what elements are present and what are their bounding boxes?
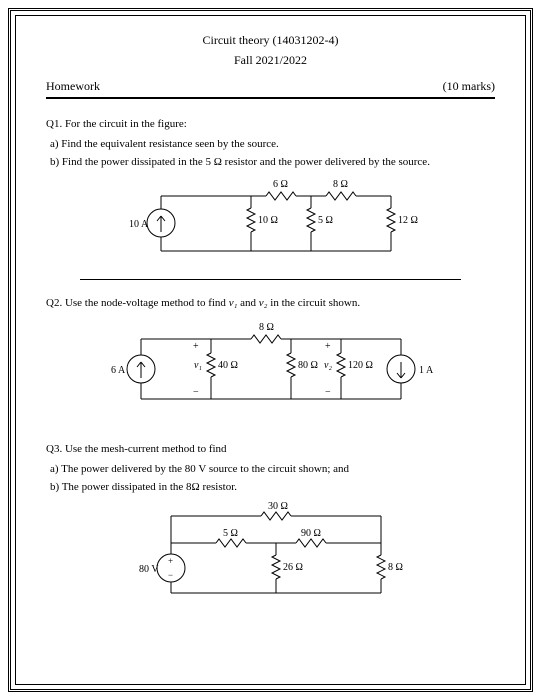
q3-circuit: + − 80 V 30 Ω 5 Ω 90 Ω 26 Ω 8 Ω [46, 501, 495, 611]
q3-r90: 90 Ω [301, 528, 321, 539]
q2-minus1: − [193, 387, 199, 398]
q1-circuit: 10 A 6 Ω 8 Ω 10 Ω 5 Ω 12 Ω [46, 176, 495, 271]
q2-r40: 40 Ω [218, 360, 238, 371]
q2-srcR: 1 A [419, 365, 434, 376]
hw-label: Homework [46, 78, 100, 94]
header-rule [46, 97, 495, 99]
outer-border: Circuit theory (14031202-4) Fall 2021/20… [8, 8, 533, 692]
q3-title: Q3. Use the mesh-current method to find [46, 442, 495, 457]
q2-plus2: + [325, 341, 331, 352]
q1-r12: 12 Ω [398, 215, 418, 226]
q3-b: b) The power dissipated in the 8Ω resist… [46, 480, 495, 495]
q2-circuit: 6 A 8 Ω v₁ 40 Ω 80 Ω v₂ 120 Ω 1 A + − + … [46, 317, 495, 422]
q2-r120: 120 Ω [348, 360, 373, 371]
q2-n1: v₁ [194, 360, 202, 371]
q3-r30: 30 Ω [268, 501, 288, 512]
q1-r6: 6 Ω [273, 179, 288, 190]
spacer [46, 426, 495, 442]
q1-r5: 5 Ω [318, 215, 333, 226]
q1-b: b) Find the power dissipated in the 5 Ω … [46, 155, 495, 170]
q2-plus1: + [193, 341, 199, 352]
q2-r80: 80 Ω [298, 360, 318, 371]
q2-srcL: 6 A [111, 365, 126, 376]
q2-n2: v₂ [324, 360, 332, 371]
q2-minus2: − [325, 387, 331, 398]
q3-r26: 26 Ω [283, 562, 303, 573]
q3-r8v: 8 Ω [388, 562, 403, 573]
q1-r10: 10 Ω [258, 215, 278, 226]
q3-a: a) The power delivered by the 80 V sourc… [46, 462, 495, 477]
q2-title: Q2. Use the node-voltage method to find … [46, 296, 495, 311]
header: Circuit theory (14031202-4) Fall 2021/20… [46, 32, 495, 68]
homework-row: Homework (10 marks) [46, 78, 495, 94]
svg-text:+: + [168, 556, 173, 566]
q3-src: 80 V [139, 564, 159, 575]
q3-r5: 5 Ω [223, 528, 238, 539]
q1-title: Q1. For the circuit in the figure: [46, 117, 495, 132]
q2-r8: 8 Ω [259, 322, 274, 333]
page-content: Circuit theory (14031202-4) Fall 2021/20… [15, 15, 526, 685]
q1-a: a) Find the equivalent resistance seen b… [46, 137, 495, 152]
q1-src-label: 10 A [129, 219, 149, 230]
q1-r8: 8 Ω [333, 179, 348, 190]
q1-rule [80, 279, 462, 280]
term: Fall 2021/2022 [46, 52, 495, 68]
svg-text:−: − [168, 570, 173, 580]
course-title: Circuit theory (14031202-4) [46, 32, 495, 48]
marks-label: (10 marks) [443, 78, 495, 94]
